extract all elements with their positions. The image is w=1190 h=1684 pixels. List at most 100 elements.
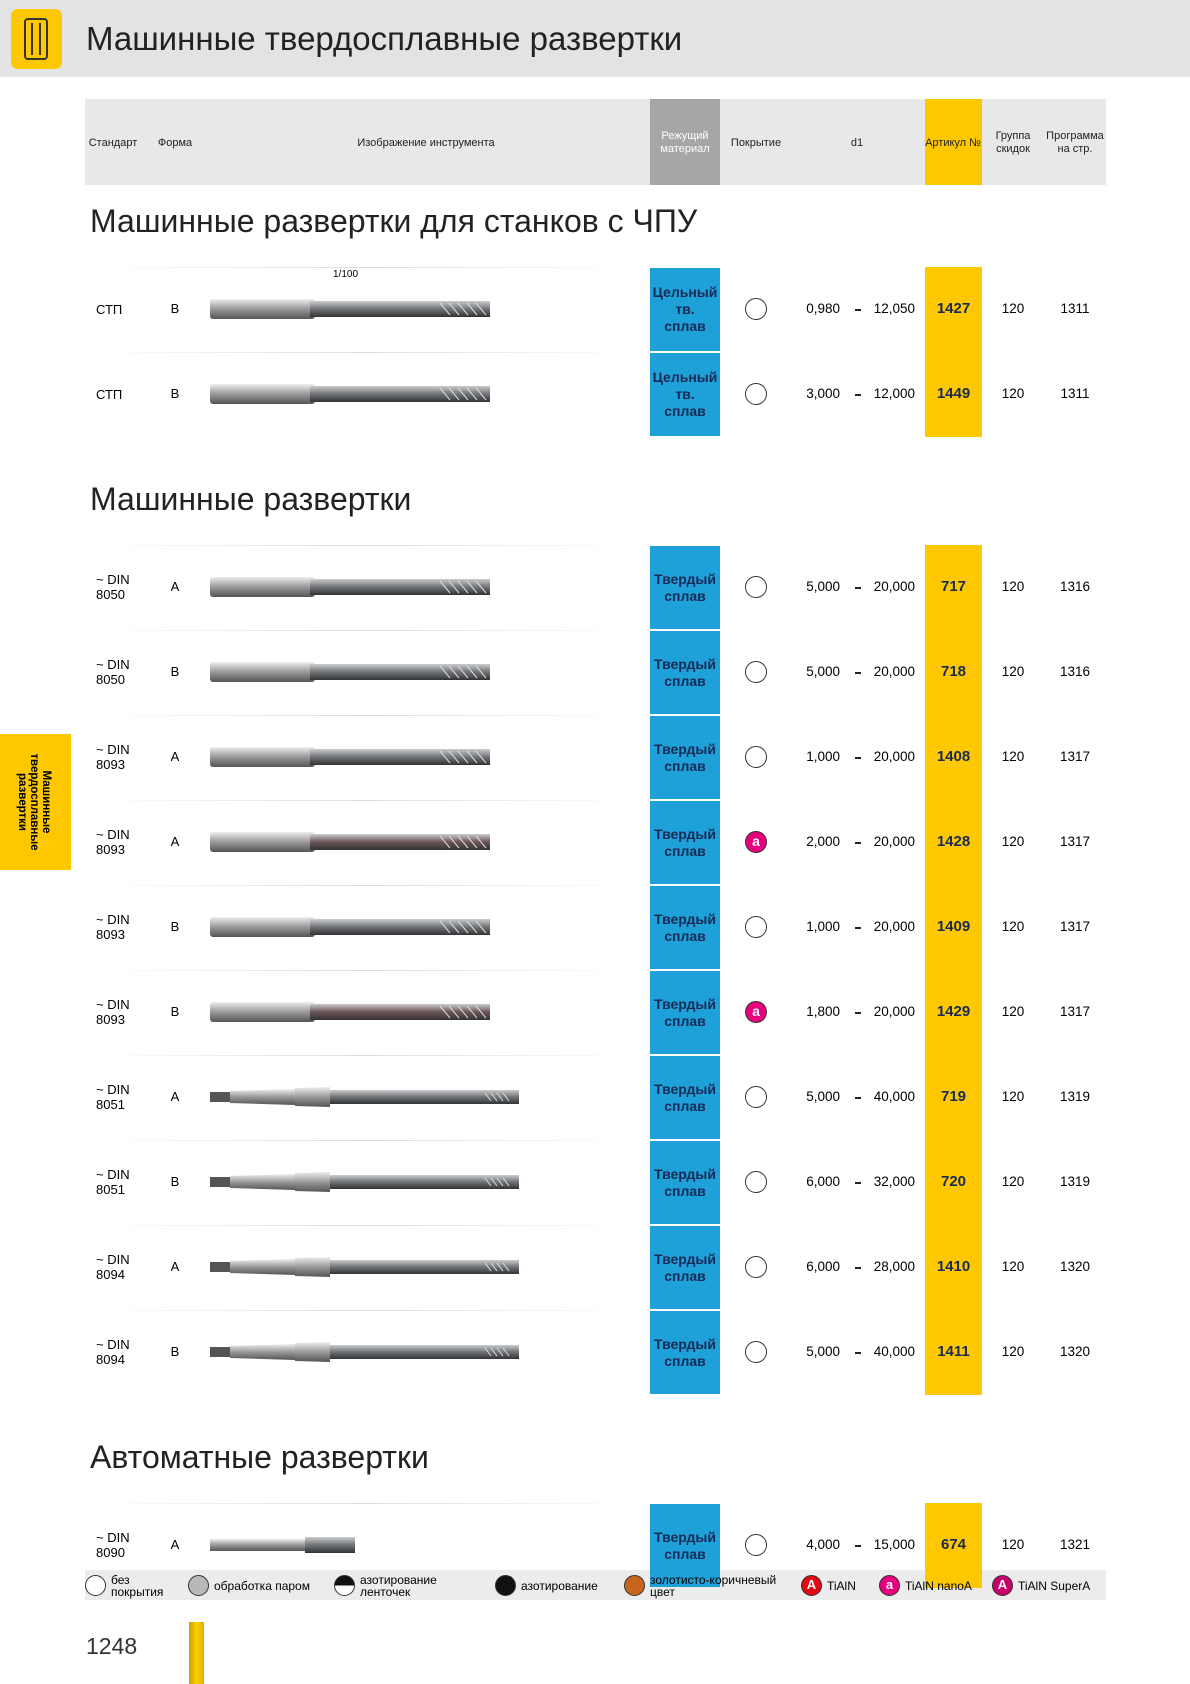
material: Цельный тв. сплав	[650, 353, 720, 436]
page-title: Машинные твердосплавные развертки	[86, 20, 683, 57]
legend-label: азотирование ленточек	[360, 1573, 437, 1599]
article: 719	[940, 1088, 967, 1105]
side-tab-text: Машинные твердосплавные развертки	[16, 753, 52, 851]
d1-min: 5,000	[806, 579, 840, 594]
row-separator	[90, 1055, 640, 1056]
d1-dash	[855, 1545, 861, 1547]
standard: ~ DIN 8050	[96, 572, 130, 602]
form: B	[170, 919, 180, 934]
article-header	[925, 99, 982, 185]
d1-min: 6,000	[806, 1174, 840, 1189]
standard: ~ DIN 8051	[96, 1167, 130, 1197]
group: 120	[1001, 834, 1025, 849]
d1-dash	[855, 1182, 861, 1184]
d1-min: 1,000	[806, 919, 840, 934]
form: A	[170, 834, 180, 849]
row-separator	[90, 545, 640, 546]
group: 120	[1001, 664, 1025, 679]
article: 1409	[936, 918, 971, 935]
form: A	[170, 749, 180, 764]
group: 120	[1001, 1259, 1025, 1274]
d1-min: 5,000	[806, 1089, 840, 1104]
standard: ~ DIN 8093	[96, 997, 130, 1027]
group: 120	[1001, 1174, 1025, 1189]
article: 674	[940, 1536, 967, 1553]
column-header: Изображение инструмента	[357, 136, 495, 149]
standard: ~ DIN 8093	[96, 912, 130, 942]
d1-max: 32,000	[873, 1174, 915, 1189]
legend-icon	[495, 1575, 516, 1596]
d1-min: 5,000	[806, 664, 840, 679]
coating	[745, 1534, 767, 1556]
form: A	[170, 1089, 180, 1104]
d1-dash	[855, 1267, 861, 1269]
tool-image	[210, 662, 490, 682]
material: Твердый сплав	[650, 1056, 720, 1139]
column-header: Группа скидок	[995, 130, 1031, 155]
catalog-page: 1317	[1059, 749, 1091, 764]
article: 1408	[936, 748, 971, 765]
legend-icon: A	[992, 1575, 1013, 1596]
page-number: 1248	[86, 1633, 138, 1659]
side-tab: Машинные твердосплавные развертки	[0, 734, 71, 870]
row-separator	[90, 267, 640, 268]
legend-icon	[334, 1575, 355, 1596]
tool-image	[210, 577, 490, 597]
icon-tool	[24, 18, 48, 60]
tool-note: 1/100	[333, 269, 359, 280]
coating	[745, 576, 767, 598]
catalog-page: 1311	[1060, 301, 1090, 316]
coating	[745, 746, 767, 768]
catalog-page: 1317	[1059, 834, 1091, 849]
column-header: Покрытие	[730, 136, 782, 149]
row-separator	[90, 970, 640, 971]
d1-max: 20,000	[873, 1004, 915, 1019]
tool-image	[210, 832, 490, 852]
material: Твердый сплав	[650, 1141, 720, 1224]
article: 717	[940, 578, 967, 595]
legend-icon	[188, 1575, 209, 1596]
catalog-page: 1320	[1059, 1259, 1091, 1274]
standard: ~ DIN 8094	[96, 1252, 130, 1282]
standard: СТП	[96, 386, 123, 402]
header-bar	[0, 0, 1190, 77]
section-title: Машинные развертки	[90, 481, 412, 517]
column-header: Режущий материал	[660, 130, 710, 155]
d1-min: 1,000	[806, 749, 840, 764]
tool-image	[210, 1172, 519, 1192]
d1-min: 0,980	[806, 301, 840, 316]
d1-max: 20,000	[873, 579, 915, 594]
d1-max: 12,050	[873, 301, 915, 316]
legend-icon	[624, 1575, 645, 1596]
material: Твердый сплав	[650, 1311, 720, 1394]
d1-dash	[855, 394, 861, 396]
standard: ~ DIN 8090	[96, 1530, 130, 1560]
article-column	[925, 1503, 982, 1588]
d1-dash	[855, 842, 861, 844]
row-separator	[90, 352, 640, 353]
catalog-page: 1319	[1059, 1174, 1091, 1189]
legend-icon	[85, 1575, 106, 1596]
coating	[745, 383, 767, 405]
group: 120	[1001, 1004, 1025, 1019]
form: B	[170, 664, 180, 679]
d1-max: 20,000	[873, 834, 915, 849]
d1-min: 3,000	[806, 386, 840, 401]
d1-max: 12,000	[873, 386, 915, 401]
catalog-page: 1317	[1059, 919, 1091, 934]
d1-dash	[855, 1352, 861, 1354]
d1-min: 6,000	[806, 1259, 840, 1274]
column-header: d1	[850, 136, 864, 149]
article: 1410	[936, 1258, 971, 1275]
form: A	[170, 1537, 180, 1552]
row-separator	[90, 1225, 640, 1226]
catalog-page: 1319	[1059, 1089, 1091, 1104]
group: 120	[1001, 301, 1025, 316]
article: 1449	[936, 385, 971, 402]
row-separator	[90, 1503, 640, 1504]
material: Твердый сплав	[650, 631, 720, 714]
section-title: Автоматные развертки	[90, 1439, 429, 1475]
row-separator	[90, 630, 640, 631]
article: 718	[940, 663, 967, 680]
column-header: Программа на стр.	[1046, 130, 1104, 155]
